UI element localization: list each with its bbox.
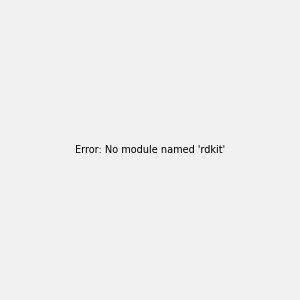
Text: Error: No module named 'rdkit': Error: No module named 'rdkit' (75, 145, 225, 155)
